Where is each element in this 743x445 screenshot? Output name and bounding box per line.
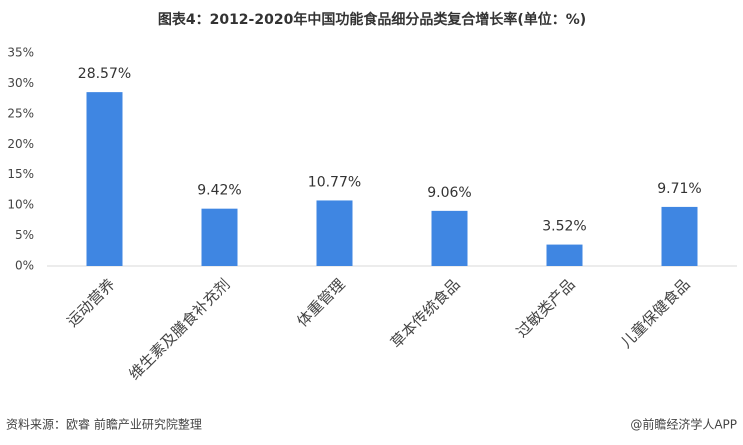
source-note: 资料来源：欧睿 前瞻产业研究院整理 <box>6 417 202 432</box>
x-tick-label: 运动营养 <box>63 275 118 330</box>
y-tick-label: 35% <box>7 46 34 60</box>
y-tick-label: 20% <box>7 137 34 151</box>
y-tick-label: 0% <box>15 259 34 273</box>
value-label: 3.52% <box>542 219 586 235</box>
bar <box>661 206 698 266</box>
value-label: 9.42% <box>197 183 241 199</box>
y-tick-label: 25% <box>7 106 34 120</box>
value-label: 9.71% <box>657 181 701 197</box>
value-label: 9.06% <box>427 185 471 201</box>
bar <box>86 92 123 267</box>
y-tick-label: 15% <box>7 167 34 181</box>
y-tick-label: 30% <box>7 76 34 90</box>
y-tick-label: 10% <box>7 198 34 212</box>
x-tick-label: 体重管理 <box>293 275 348 330</box>
x-tick-label: 维生素及膳食补充剂 <box>125 275 233 383</box>
chart-title: 图表4：2012-2020年中国功能食品细分品类复合增长率(单位：%) <box>158 11 586 28</box>
bar <box>201 208 238 266</box>
value-label: 10.77% <box>308 174 361 190</box>
bar <box>546 244 583 266</box>
x-tick-label: 草本传统食品 <box>387 275 463 351</box>
bar <box>316 200 353 266</box>
value-label: 28.57% <box>78 66 131 82</box>
x-tick-label: 儿童保健食品 <box>617 275 693 351</box>
y-tick-label: 5% <box>15 228 34 242</box>
bar <box>431 210 468 266</box>
x-tick-label: 过敏类产品 <box>513 275 579 341</box>
credit: @前瞻经济学人APP <box>630 417 737 432</box>
